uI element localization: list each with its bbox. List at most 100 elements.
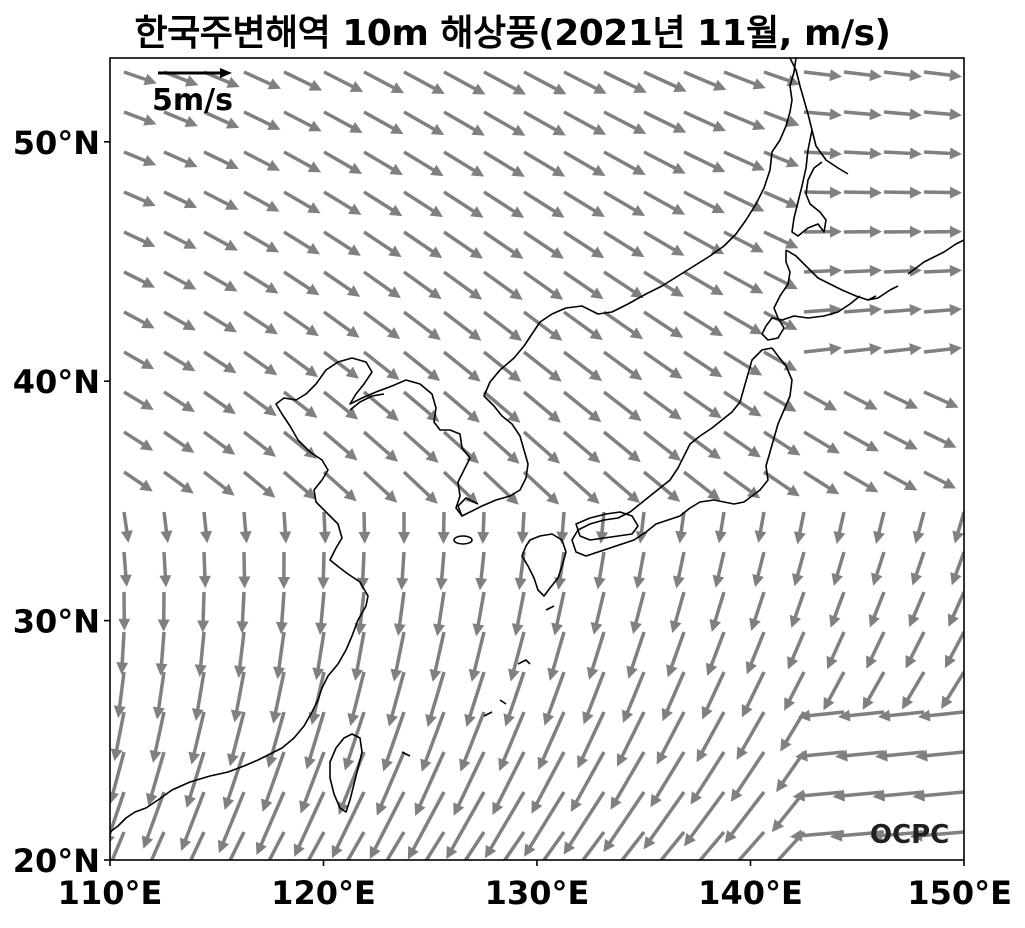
wind-arrow-head [425, 713, 437, 728]
wind-arrow-head [381, 758, 393, 772]
wind-arrow-head [262, 485, 276, 498]
wind-arrow [554, 591, 566, 629]
wind-arrow-head [650, 793, 662, 808]
wind-arrow-head [586, 666, 599, 680]
wind-arrow [837, 830, 885, 838]
wind-arrow-head [315, 622, 328, 635]
wind-arrow-head [468, 668, 481, 682]
wind-arrow-head [183, 237, 197, 249]
wind-arrow-head [305, 324, 319, 337]
wind-arrow [283, 310, 314, 334]
wind-arrow [664, 671, 686, 715]
wind-arrow [482, 350, 517, 379]
wind-arrow [643, 110, 680, 131]
wind-arrow-head [749, 617, 761, 631]
wind-arrow-head [223, 361, 237, 374]
wind-arrow-head [306, 283, 320, 296]
wind-arrow [668, 631, 686, 671]
wind-arrow [403, 70, 439, 92]
wind-arrow-head [626, 490, 640, 504]
wind-arrow [797, 830, 845, 838]
wind-arrow-head [949, 225, 962, 238]
wind-arrow-head [508, 668, 520, 682]
wind-arrow-head [736, 746, 748, 760]
wind-arrow-head [823, 696, 835, 711]
wind-arrow-head [181, 359, 196, 372]
wind-arrow-head [466, 410, 480, 423]
wind-arrow-head [636, 878, 648, 891]
wind-arrow-head [509, 288, 523, 300]
wind-arrow-head [875, 749, 888, 762]
x-tick-label: 150°E [907, 874, 1012, 912]
wind-arrow [910, 591, 926, 621]
wind-arrow-head [593, 82, 607, 94]
wind-arrow-head [267, 119, 281, 130]
wind-arrow-head [635, 531, 648, 544]
wind-arrow-head [119, 574, 132, 587]
wind-arrow-head [792, 789, 806, 802]
wind-arrow-head [145, 792, 158, 806]
wind-arrow [448, 791, 486, 854]
wind-arrow-head [414, 802, 426, 816]
wind-arrow-head [264, 322, 278, 335]
wind-arrow-head [909, 264, 922, 277]
wind-arrow-head [945, 397, 959, 409]
wind-arrow [883, 346, 915, 354]
wind-arrow-head [708, 406, 722, 419]
wind-arrow [923, 307, 955, 314]
wind-arrow-head [866, 655, 877, 669]
wind-arrow-head [989, 69, 1002, 81]
wind-arrow [923, 190, 955, 195]
wind-arrow [560, 511, 566, 537]
y-tick-label: 40°N [13, 363, 100, 401]
wind-arrow [883, 307, 915, 314]
wind-arrow [923, 430, 951, 446]
wind-arrow-head [390, 82, 405, 94]
wind-arrow-head [386, 713, 398, 727]
wind-arrow-head [787, 656, 799, 670]
wind-arrow [915, 511, 926, 537]
wind-arrow [646, 790, 686, 844]
wind-arrow [188, 831, 206, 860]
wind-arrow-head [748, 404, 762, 417]
wind-arrow [803, 150, 835, 156]
wind-arrow [723, 270, 758, 292]
wind-arrow-head [510, 206, 525, 218]
wind-arrow-head [551, 622, 563, 636]
wind-arrow [633, 591, 646, 627]
wind-arrow-head [306, 242, 321, 255]
wind-arrow-head [425, 450, 439, 463]
wind-arrow [589, 631, 606, 673]
wind-arrow-head [789, 614, 801, 629]
wind-arrow [763, 430, 795, 453]
wind-arrow-head [222, 402, 236, 415]
wind-arrow-head [159, 575, 172, 588]
wind-arrow-head [110, 748, 123, 762]
wind-arrow [963, 270, 964, 272]
wind-arrow [522, 470, 555, 501]
wind-arrow [123, 190, 150, 205]
wind-arrow-head [141, 276, 156, 288]
y-tick-label: 50°N [13, 124, 100, 162]
wind-arrow-head [590, 621, 603, 635]
wind-arrow [739, 711, 766, 754]
wind-arrow [195, 671, 206, 714]
wind-arrow-head [950, 572, 962, 586]
wind-arrow [242, 390, 272, 413]
wind-arrow-head [551, 206, 565, 218]
wind-arrow-head [385, 449, 399, 462]
wind-arrow [242, 430, 271, 454]
coastline-taiwan [329, 733, 363, 813]
wind-arrow-head [429, 668, 442, 682]
x-tick-label: 130°E [485, 874, 590, 912]
wind-arrow-head [388, 204, 403, 217]
wind-arrow-head [673, 81, 687, 92]
wind-arrow-head [632, 163, 646, 175]
wind-arrow-head [656, 751, 668, 765]
reference-vector: 5m/s [152, 68, 233, 118]
wind-arrow [322, 310, 355, 335]
wind-arrow-head [909, 225, 922, 238]
wind-arrow-head [981, 476, 994, 487]
wind-arrow-head [467, 369, 481, 382]
wind-arrow [360, 551, 366, 582]
